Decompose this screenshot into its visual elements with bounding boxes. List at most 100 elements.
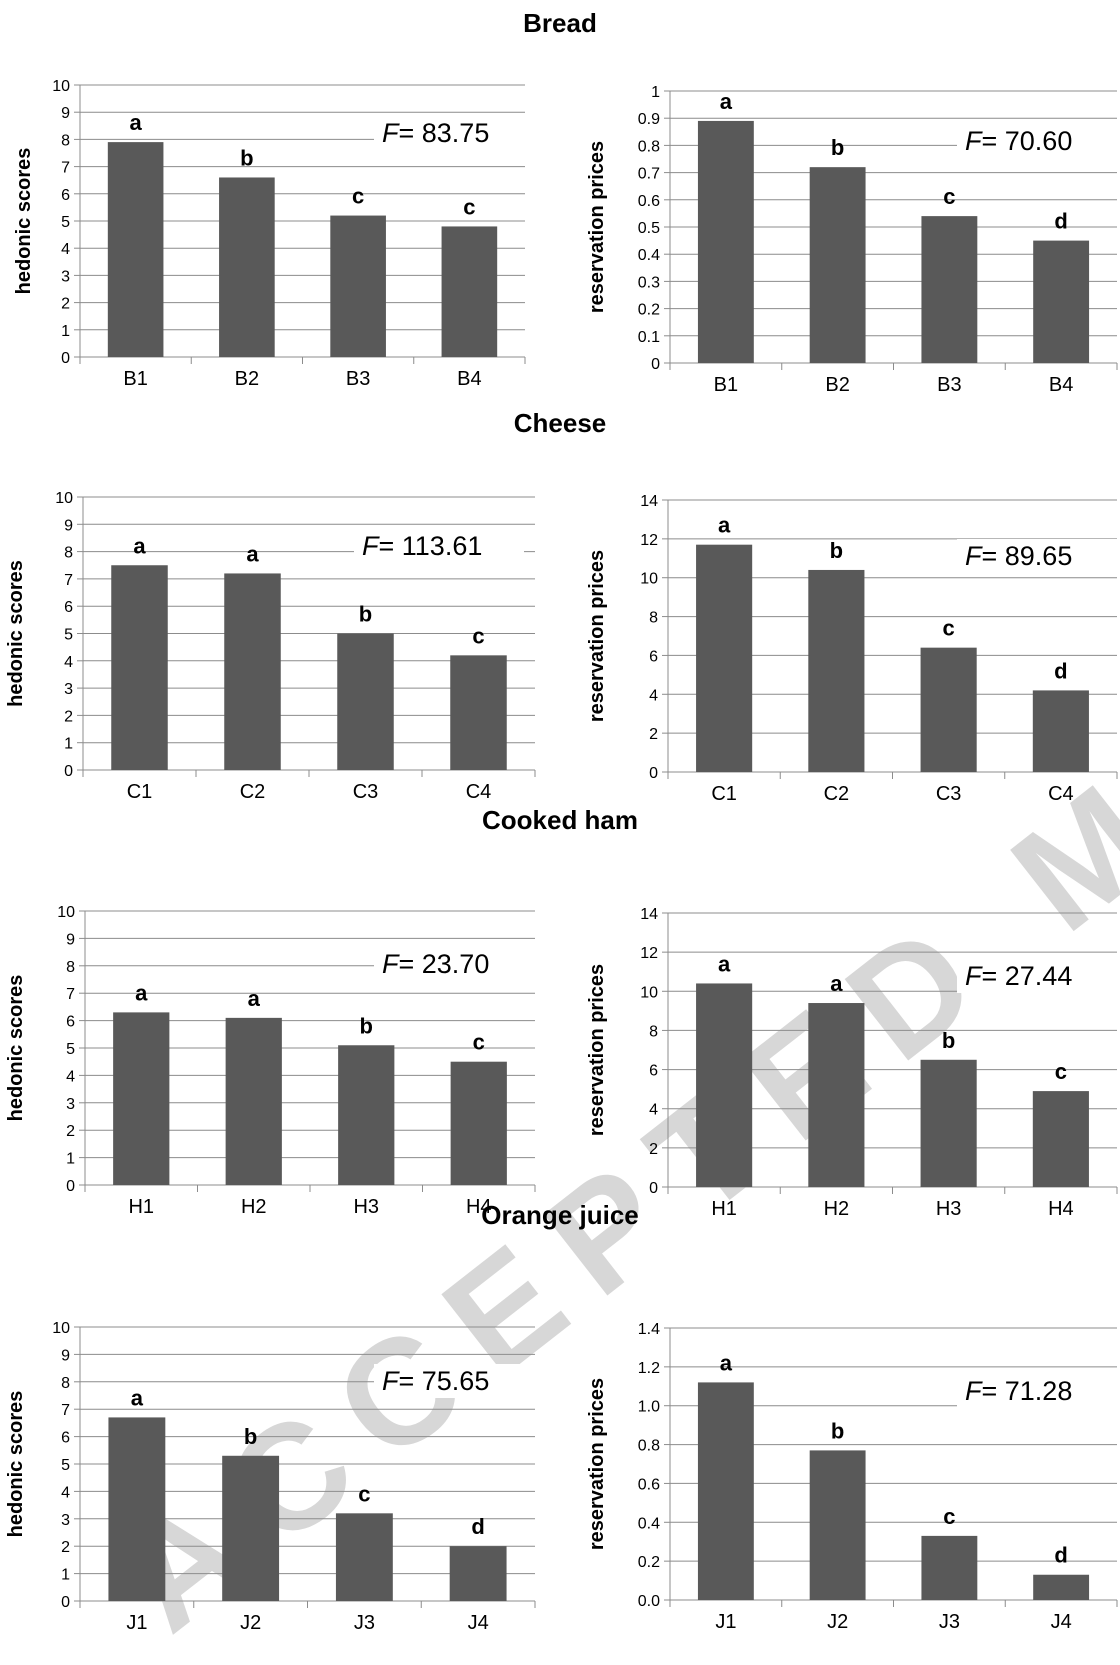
x-tick-label: J1: [715, 1611, 736, 1633]
bar: [1033, 240, 1090, 363]
y-tick-label: 0: [64, 763, 73, 780]
y-tick-label: 9: [66, 931, 75, 948]
bar: [696, 544, 753, 772]
y-tick-label: 9: [64, 517, 73, 534]
bar: [450, 1061, 507, 1185]
y-tick-label: 7: [64, 572, 73, 589]
y-tick-label: 3: [64, 681, 73, 698]
significance-letter: a: [131, 1385, 144, 1410]
y-tick-label: 7: [66, 986, 75, 1003]
x-tick-label: C3: [353, 781, 379, 803]
f-stat-background: [374, 947, 544, 981]
y-tick-label: 0.7: [638, 166, 660, 183]
y-axis-label: reservation prices: [586, 1378, 608, 1550]
x-tick-label: C3: [936, 783, 962, 805]
significance-letter: d: [471, 1514, 484, 1539]
significance-letter: a: [248, 986, 261, 1011]
y-tick-label: 7: [61, 1402, 70, 1419]
significance-letter: b: [831, 1418, 844, 1443]
significance-letter: c: [352, 184, 364, 209]
f-statistic: F= 83.75: [382, 118, 489, 148]
bar: [920, 647, 977, 772]
significance-letter: d: [1054, 209, 1067, 234]
bar: [1033, 1574, 1090, 1600]
f-stat-background: [374, 1364, 544, 1398]
bar: [330, 215, 386, 357]
x-tick-label: H1: [128, 1196, 154, 1218]
y-tick-label: 6: [61, 187, 70, 204]
x-tick-label: J3: [939, 1611, 960, 1633]
bar: [337, 633, 394, 770]
y-axis-label: reservation prices: [586, 141, 608, 313]
significance-letter: b: [244, 1424, 257, 1449]
bar: [450, 655, 507, 770]
y-tick-label: 8: [649, 1023, 658, 1040]
significance-letter: b: [359, 602, 372, 627]
y-tick-label: 10: [55, 490, 73, 507]
y-tick-label: 8: [66, 959, 75, 976]
significance-letter: c: [943, 184, 955, 209]
f-statistic-value: = 70.60: [982, 126, 1073, 156]
x-tick-label: H2: [824, 1198, 850, 1220]
f-statistic-value: = 89.65: [982, 541, 1073, 571]
x-tick-label: C4: [466, 781, 492, 803]
significance-letter: c: [463, 194, 475, 219]
y-tick-label: 2: [61, 1539, 70, 1556]
significance-letter: b: [942, 1028, 955, 1053]
y-tick-label: 0.6: [638, 1476, 660, 1493]
f-statistic-value: = 113.61: [379, 531, 483, 561]
y-tick-label: 5: [64, 627, 73, 644]
f-statistic-symbol: F: [382, 1366, 400, 1396]
f-statistic: F= 23.70: [382, 949, 489, 979]
section-title-cooked-ham: Cooked ham: [481, 805, 639, 835]
y-tick-label: 0.4: [638, 1515, 660, 1532]
y-tick-label: 6: [649, 1063, 658, 1080]
bar: [113, 1012, 170, 1185]
significance-letter: a: [133, 533, 146, 558]
y-tick-label: 0.2: [638, 302, 660, 319]
f-statistic-value: = 83.75: [399, 118, 490, 148]
y-tick-label: 9: [61, 1347, 70, 1364]
bar: [921, 216, 978, 363]
x-tick-label: J4: [468, 1612, 489, 1634]
y-tick-label: 4: [649, 687, 658, 704]
f-statistic-symbol: F: [965, 1376, 983, 1406]
f-statistic: F= 89.65: [965, 541, 1072, 571]
y-tick-label: 10: [52, 78, 70, 95]
y-tick-label: 12: [640, 532, 658, 549]
f-statistic-symbol: F: [965, 126, 983, 156]
x-tick-label: C2: [240, 781, 266, 803]
y-tick-label: 8: [61, 1375, 70, 1392]
x-tick-label: J2: [827, 1611, 848, 1633]
x-tick-label: H3: [936, 1198, 962, 1220]
bar: [696, 983, 753, 1187]
significance-letter: c: [358, 1481, 370, 1506]
y-tick-label: 0.4: [638, 247, 660, 264]
y-tick-label: 0.1: [638, 329, 660, 346]
x-tick-label: C2: [824, 783, 850, 805]
significance-letter: a: [830, 971, 843, 996]
significance-letter: b: [831, 135, 844, 160]
significance-letter: c: [473, 1030, 485, 1055]
f-statistic-symbol: F: [382, 949, 400, 979]
f-stat-background: [354, 529, 524, 563]
y-tick-label: 4: [61, 1484, 70, 1501]
y-tick-label: 6: [64, 599, 73, 616]
x-tick-label: B4: [1049, 374, 1073, 396]
y-tick-label: 2: [649, 1141, 658, 1158]
y-tick-label: 0.6: [638, 193, 660, 210]
significance-letter: a: [718, 513, 731, 538]
y-axis-label: hedonic scores: [5, 560, 27, 707]
significance-letter: a: [135, 980, 148, 1005]
y-tick-label: 3: [61, 268, 70, 285]
significance-letter: d: [1054, 1543, 1067, 1568]
y-axis-label: hedonic scores: [5, 1391, 27, 1538]
y-tick-label: 7: [61, 160, 70, 177]
significance-letter: a: [130, 110, 143, 135]
significance-letter: b: [240, 145, 253, 170]
x-tick-label: J4: [1051, 1611, 1072, 1633]
y-tick-label: 1.0: [638, 1399, 660, 1416]
